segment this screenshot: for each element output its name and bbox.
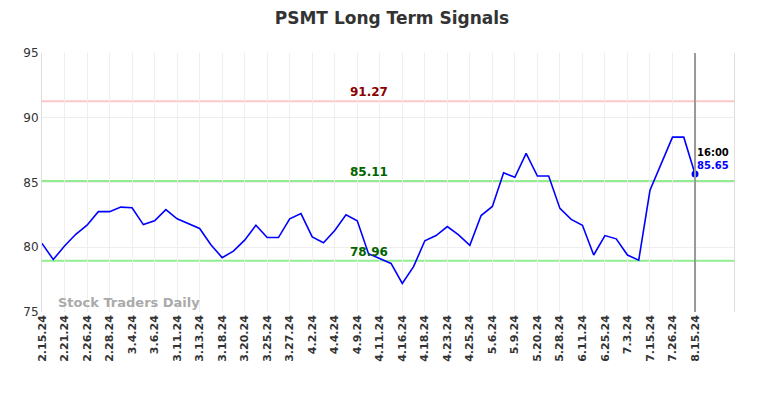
svg-text:4.23.24: 4.23.24 xyxy=(441,315,454,362)
svg-text:75: 75 xyxy=(23,305,38,319)
svg-text:2.26.24: 2.26.24 xyxy=(81,315,94,362)
svg-text:5.6.24: 5.6.24 xyxy=(486,315,499,354)
svg-text:3.13.24: 3.13.24 xyxy=(193,315,206,362)
svg-text:90: 90 xyxy=(23,111,38,125)
svg-text:85.11: 85.11 xyxy=(350,165,388,179)
svg-text:5.20.24: 5.20.24 xyxy=(531,315,544,362)
svg-text:85: 85 xyxy=(23,176,38,190)
svg-text:2.28.24: 2.28.24 xyxy=(103,315,116,362)
svg-text:4.16.24: 4.16.24 xyxy=(396,315,409,362)
svg-text:80: 80 xyxy=(23,240,38,254)
svg-text:5.28.24: 5.28.24 xyxy=(553,315,566,362)
svg-text:3.11.24: 3.11.24 xyxy=(171,315,184,362)
svg-text:PSMT Long Term Signals: PSMT Long Term Signals xyxy=(275,8,509,28)
svg-text:16:00: 16:00 xyxy=(697,147,729,158)
svg-text:7.15.24: 7.15.24 xyxy=(644,315,657,362)
svg-text:3.4.24: 3.4.24 xyxy=(126,315,139,354)
svg-text:7.3.24: 7.3.24 xyxy=(621,315,634,354)
svg-text:4.11.24: 4.11.24 xyxy=(373,315,386,362)
svg-text:Stock Traders Daily: Stock Traders Daily xyxy=(58,295,200,310)
svg-text:6.25.24: 6.25.24 xyxy=(599,315,612,362)
svg-text:91.27: 91.27 xyxy=(350,85,388,99)
svg-text:4.4.24: 4.4.24 xyxy=(328,315,341,354)
svg-text:2.21.24: 2.21.24 xyxy=(58,315,71,362)
svg-text:3.20.24: 3.20.24 xyxy=(238,315,251,362)
svg-text:3.25.24: 3.25.24 xyxy=(261,315,274,362)
svg-text:4.25.24: 4.25.24 xyxy=(463,315,476,362)
svg-text:2.15.24: 2.15.24 xyxy=(36,315,49,362)
svg-text:6.11.24: 6.11.24 xyxy=(576,315,589,362)
svg-text:4.9.24: 4.9.24 xyxy=(351,315,364,354)
svg-text:3.18.24: 3.18.24 xyxy=(216,315,229,362)
svg-text:85.65: 85.65 xyxy=(697,160,729,171)
svg-text:8.15.24: 8.15.24 xyxy=(689,315,702,362)
svg-text:4.18.24: 4.18.24 xyxy=(418,315,431,362)
svg-text:3.27.24: 3.27.24 xyxy=(283,315,296,362)
svg-text:3.6.24: 3.6.24 xyxy=(148,315,161,354)
svg-text:5.9.24: 5.9.24 xyxy=(508,315,521,354)
svg-text:78.96: 78.96 xyxy=(350,245,388,259)
svg-text:7.26.24: 7.26.24 xyxy=(666,315,679,362)
svg-text:4.2.24: 4.2.24 xyxy=(306,315,319,354)
svg-text:95: 95 xyxy=(23,46,38,60)
